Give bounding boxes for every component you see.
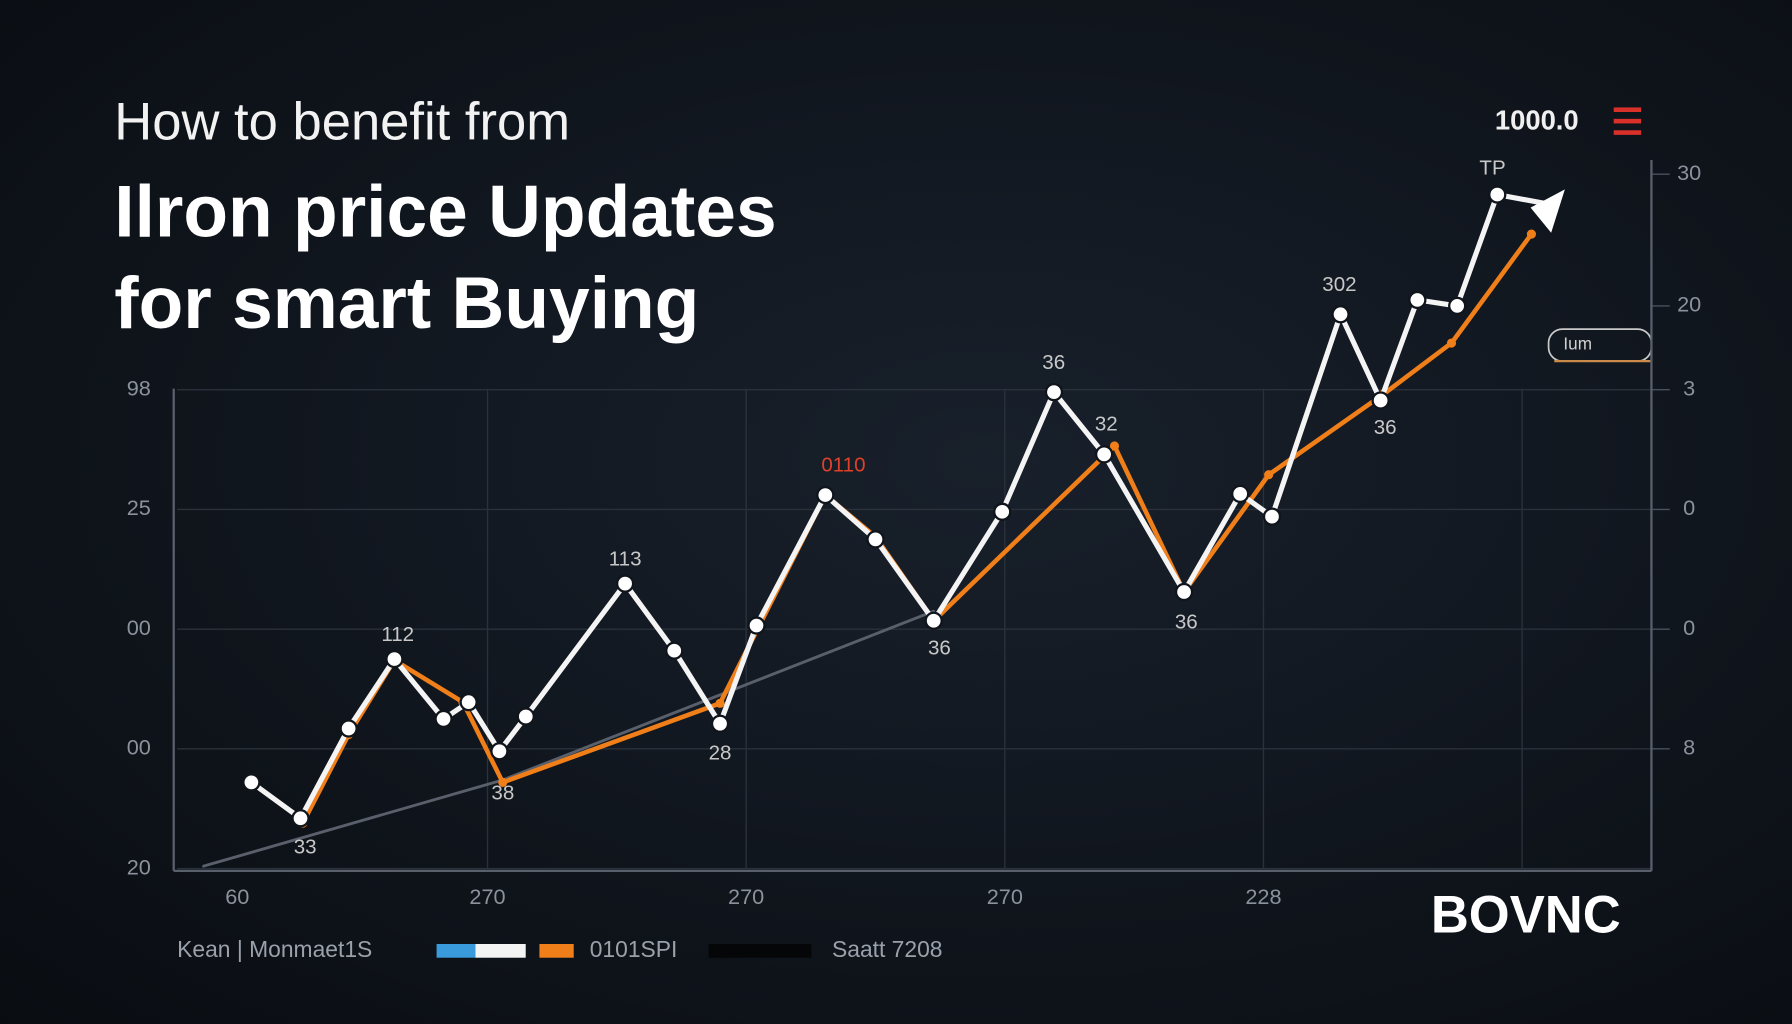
legend-swatch: [475, 944, 526, 958]
x-tick-label: 270: [469, 884, 505, 909]
data-point: [1331, 305, 1350, 324]
data-point: [993, 502, 1012, 521]
y2-tick-label: 0: [1683, 495, 1695, 520]
price-badge: 1000.0: [1495, 105, 1579, 136]
data-point: [1446, 338, 1457, 348]
data-point: [1109, 441, 1120, 451]
x-tick-label: 228: [1245, 884, 1281, 909]
x-tick-label: 60: [225, 884, 249, 909]
legend-swatch: [539, 944, 574, 958]
data-point: [1448, 296, 1467, 316]
y2-tick-label: 3: [1683, 375, 1695, 400]
data-point: [665, 641, 684, 660]
data-point: [1526, 229, 1536, 239]
y2-tick-label: 30: [1677, 160, 1701, 185]
y-tick-label: 20: [127, 854, 151, 879]
legend-swatch: [436, 944, 476, 958]
annotation: 0110: [821, 454, 865, 477]
logo: BOVNC: [1431, 886, 1621, 945]
data-point: [924, 611, 943, 630]
y-tick-label: 25: [127, 495, 151, 520]
annotation: 38: [491, 782, 514, 805]
y-tick-label: 00: [127, 735, 151, 760]
data-point: [498, 777, 508, 787]
data-point: [715, 698, 725, 708]
data-point: [242, 773, 261, 792]
annotation: 36: [1042, 351, 1065, 374]
y2-tick-label: 8: [1683, 735, 1695, 760]
annotation: 33: [294, 835, 317, 858]
data-point: [1094, 445, 1114, 464]
data-point: [516, 707, 535, 726]
data-point: [1488, 185, 1507, 204]
x-tick-label: 270: [987, 884, 1023, 909]
x-tick-label: 270: [728, 884, 764, 909]
data-point: [490, 742, 509, 761]
arrow-head: [1530, 189, 1565, 233]
annotation: 36: [928, 637, 951, 660]
data-point: [710, 714, 730, 733]
legend-title: Kean | Monmaet1S: [177, 936, 372, 962]
y-tick-label: 98: [127, 375, 151, 400]
annotation: 112: [381, 623, 414, 646]
data-point: [866, 530, 885, 549]
annotation: 302: [1322, 273, 1356, 296]
data-point: [434, 709, 453, 729]
data-point: [1371, 391, 1390, 410]
data-point: [1231, 484, 1250, 504]
annotation: 32: [1095, 413, 1118, 436]
info-box-label: Ium: [1563, 334, 1592, 354]
annotation: 36: [1374, 416, 1397, 439]
data-point: [291, 809, 310, 828]
annotation: 28: [709, 742, 732, 765]
legend-swatch: [708, 944, 812, 958]
title-line: Ilron price Updates: [114, 171, 776, 252]
data-point: [816, 485, 835, 505]
y2-tick-label: 0: [1683, 615, 1695, 640]
y-tick-label: 00: [127, 615, 151, 640]
data-point: [1262, 507, 1282, 526]
data-point: [1408, 290, 1427, 310]
data-point: [339, 719, 358, 738]
title-line: How to benefit from: [114, 93, 570, 152]
data-point: [615, 574, 635, 593]
legend-label: 0101SPI: [590, 936, 678, 962]
legend-label: Saatt 7208: [832, 936, 943, 962]
badge-icon: [1613, 107, 1642, 135]
annotation: TP: [1479, 157, 1505, 180]
data-point: [459, 693, 478, 712]
data-point: [1044, 382, 1064, 402]
title-line: for smart Buying: [114, 263, 699, 344]
annotation: 36: [1175, 610, 1198, 633]
data-point: [385, 649, 404, 669]
y2-tick-label: 20: [1677, 292, 1701, 317]
data-point: [747, 616, 766, 635]
data-point: [1174, 582, 1194, 602]
annotation: 113: [609, 547, 642, 570]
data-point: [1264, 470, 1274, 480]
